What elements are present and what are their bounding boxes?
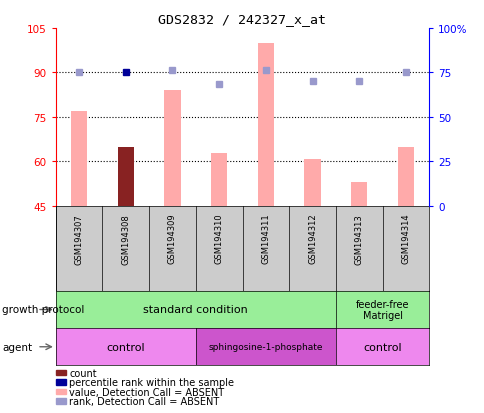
Text: GSM194308: GSM194308 [121, 213, 130, 264]
Bar [335, 328, 428, 366]
Text: GSM194309: GSM194309 [167, 213, 177, 264]
Text: value, Detection Call = ABSENT: value, Detection Call = ABSENT [69, 387, 224, 396]
Text: GSM194311: GSM194311 [261, 213, 270, 264]
Title: GDS2832 / 242327_x_at: GDS2832 / 242327_x_at [158, 13, 326, 26]
Bar [196, 328, 335, 366]
Text: percentile rank within the sample: percentile rank within the sample [69, 377, 234, 387]
Text: GSM194314: GSM194314 [401, 213, 409, 264]
Text: GSM194312: GSM194312 [307, 213, 317, 264]
Text: agent: agent [2, 342, 32, 352]
Bar [350, 183, 366, 206]
Bar [211, 153, 227, 206]
Text: rank, Detection Call = ABSENT: rank, Detection Call = ABSENT [69, 396, 219, 406]
Text: control: control [106, 342, 145, 352]
Text: GSM194313: GSM194313 [354, 213, 363, 264]
Text: growth protocol: growth protocol [2, 305, 85, 315]
Bar [71, 112, 87, 206]
Text: standard condition: standard condition [143, 305, 248, 315]
Text: count: count [69, 368, 97, 377]
Bar [335, 291, 428, 328]
Text: GSM194307: GSM194307 [75, 213, 83, 264]
Bar [164, 91, 180, 206]
Bar [257, 44, 273, 206]
Bar [304, 159, 320, 206]
Text: sphingosine-1-phosphate: sphingosine-1-phosphate [208, 342, 322, 351]
Bar [56, 328, 196, 366]
Bar [56, 291, 335, 328]
Bar [118, 147, 134, 206]
Text: GSM194310: GSM194310 [214, 213, 223, 264]
Text: control: control [363, 342, 401, 352]
Bar [397, 147, 413, 206]
Text: feeder-free
Matrigel: feeder-free Matrigel [355, 299, 408, 320]
